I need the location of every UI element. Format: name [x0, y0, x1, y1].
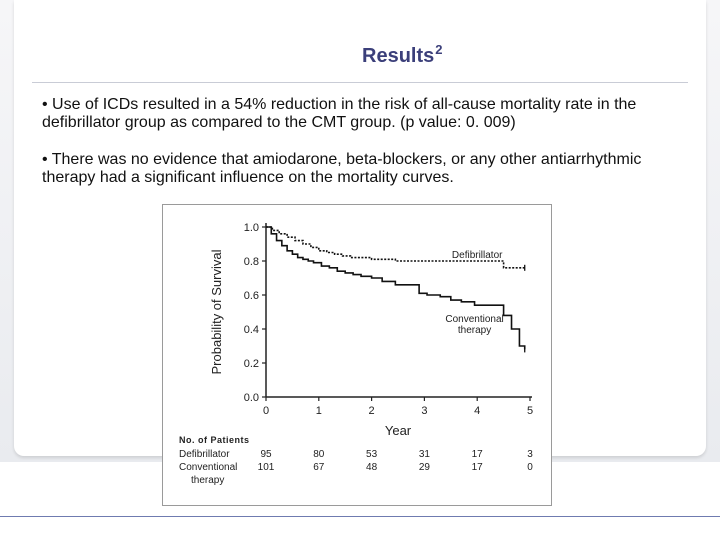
bullet-icd-result: • Use of ICDs resulted in a 54% reductio…	[42, 96, 637, 131]
patients-count: 95	[260, 449, 272, 460]
series-line-conventional	[266, 226, 526, 350]
survival-figure: 0.0 0.2 0.4 0.6 0.8 1.0 0 1 2 3 4 5 Year Probability …	[162, 204, 552, 506]
patients-count: 17	[472, 462, 484, 473]
series-label-defibrillator: Defibrillator	[452, 250, 503, 261]
y-tick-label: 0.2	[244, 358, 259, 370]
patients-count: 53	[366, 449, 378, 460]
slide-title: Results2	[362, 42, 442, 68]
patients-count: 101	[258, 462, 275, 473]
footer-divider	[0, 516, 720, 517]
patients-row-label: Conventional	[179, 462, 237, 473]
y-tick-label: 0.8	[244, 256, 259, 268]
x-tick-label: 4	[474, 405, 480, 417]
series-label-conventional: therapy	[458, 325, 491, 336]
patients-count: 67	[313, 462, 325, 473]
slide-title-text: Results	[362, 45, 435, 67]
x-tick-label: 3	[421, 405, 427, 417]
patients-row-label: therapy	[191, 475, 224, 486]
y-tick-label: 0.4	[244, 324, 259, 336]
patients-row-label: Defibrillator	[179, 449, 230, 460]
x-axis-label: Year	[385, 423, 412, 438]
y-tick-label: 1.0	[244, 222, 259, 234]
patients-count: 3	[527, 449, 533, 460]
bullet-no-drug-influence: • There was no evidence that amiodarone,…	[42, 151, 642, 186]
series-label-conventional: Conventional	[445, 314, 503, 325]
patients-count: 80	[313, 449, 325, 460]
x-tick-label: 5	[527, 405, 533, 417]
y-tick-label: 0.6	[244, 290, 259, 302]
patients-count: 0	[527, 462, 533, 473]
x-tick-label: 2	[369, 405, 375, 417]
patients-count: 31	[419, 449, 431, 460]
title-divider	[32, 82, 688, 83]
patients-table-header: No. of Patients	[179, 435, 250, 445]
survival-chart: 0.0 0.2 0.4 0.6 0.8 1.0 0 1 2 3 4 5 Year Probability …	[179, 222, 533, 486]
patients-count: 17	[472, 449, 484, 460]
patients-count: 48	[366, 462, 378, 473]
series-line-defibrillator	[266, 226, 525, 269]
y-tick-label: 0.0	[244, 392, 259, 404]
patients-count: 29	[419, 462, 431, 473]
y-axis-label: Probability of Survival	[209, 249, 224, 374]
x-tick-label: 1	[316, 405, 322, 417]
x-tick-label: 0	[263, 405, 269, 417]
slide-title-superscript: 2	[435, 42, 443, 57]
